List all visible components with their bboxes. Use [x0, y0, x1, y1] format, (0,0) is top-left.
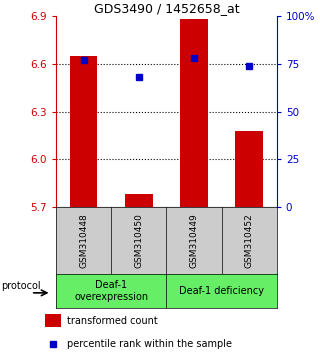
Text: GSM310449: GSM310449 [189, 213, 198, 268]
Bar [70, 56, 97, 207]
Text: percentile rank within the sample: percentile rank within the sample [67, 339, 232, 349]
Text: GSM310452: GSM310452 [245, 213, 254, 268]
Bar [221, 207, 277, 274]
Bar [166, 274, 277, 308]
Bar [56, 207, 111, 274]
Text: transformed count: transformed count [67, 316, 157, 326]
Bar [180, 19, 208, 207]
Bar [236, 131, 263, 207]
Bar [45, 314, 61, 327]
Text: GSM310450: GSM310450 [134, 213, 143, 268]
Title: GDS3490 / 1452658_at: GDS3490 / 1452658_at [93, 2, 239, 15]
Text: GSM310448: GSM310448 [79, 213, 88, 268]
Bar [56, 274, 166, 308]
Bar [166, 207, 222, 274]
Bar [111, 207, 166, 274]
Text: Deaf-1 deficiency: Deaf-1 deficiency [179, 286, 264, 296]
Bar [125, 194, 153, 207]
Text: Deaf-1
overexpression: Deaf-1 overexpression [74, 280, 148, 302]
Text: protocol: protocol [1, 281, 41, 291]
